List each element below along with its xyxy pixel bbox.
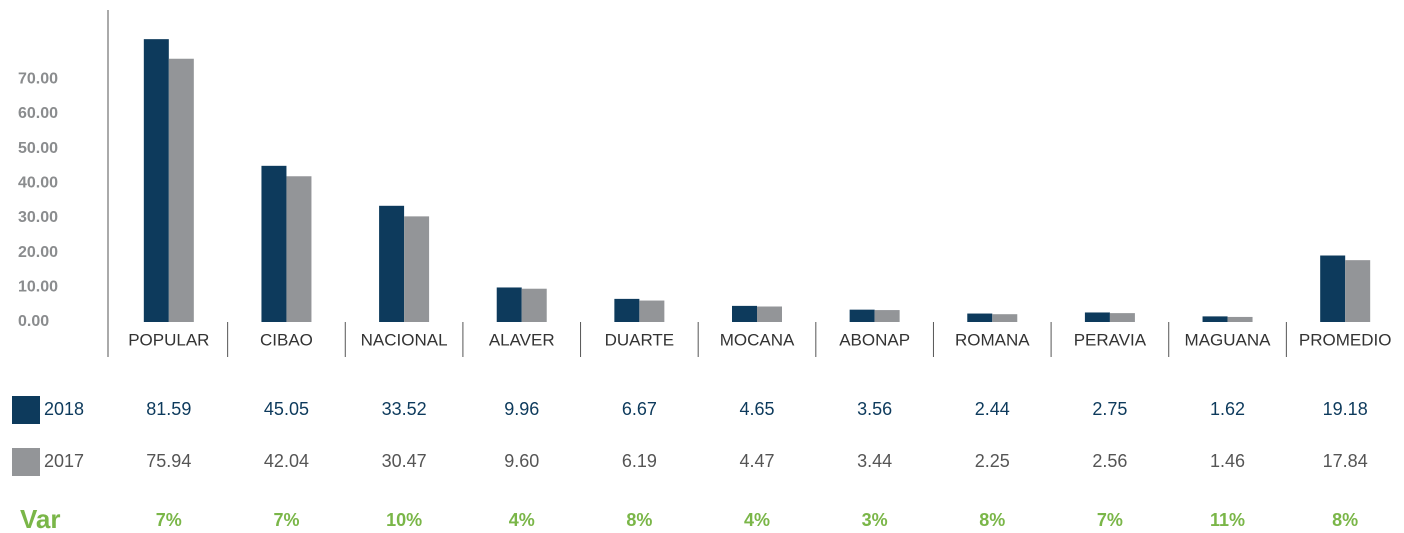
legend-swatch: [12, 396, 40, 424]
table-value: 42.04: [264, 451, 309, 471]
y-tick-label: 60.00: [18, 105, 58, 122]
table-value: 2.75: [1092, 399, 1127, 419]
bar: [404, 216, 430, 322]
x-tick-label: ALAVER: [489, 330, 555, 349]
variation-value: 7%: [156, 510, 182, 530]
x-tick-label: ABONAP: [839, 330, 910, 349]
bar: [496, 287, 522, 322]
bar: [1109, 313, 1135, 322]
table-value: 81.59: [146, 399, 191, 419]
table-value: 1.46: [1210, 451, 1245, 471]
table-value: 45.05: [264, 399, 309, 419]
bar: [143, 39, 169, 323]
legend-swatch: [12, 448, 40, 476]
bar: [639, 300, 665, 322]
bar: [849, 309, 875, 322]
x-tick-label: CIBAO: [260, 330, 313, 349]
table-value: 2.44: [975, 399, 1010, 419]
table-value: 1.62: [1210, 399, 1245, 419]
x-tick-label: DUARTE: [605, 330, 675, 349]
bar: [874, 310, 900, 322]
table-value: 75.94: [146, 451, 191, 471]
y-tick-label: 10.00: [18, 279, 58, 296]
var-label: Var: [20, 504, 61, 533]
bar: [1202, 316, 1228, 322]
variation-value: 10%: [386, 510, 422, 530]
table-value: 9.96: [504, 399, 539, 419]
table-value: 19.18: [1323, 399, 1368, 419]
variation-value: 8%: [1332, 510, 1358, 530]
x-tick-label: POPULAR: [128, 330, 209, 349]
bar: [286, 176, 312, 322]
bar: [1227, 316, 1253, 322]
table-value: 17.84: [1323, 451, 1368, 471]
variation-value: 11%: [1210, 510, 1245, 530]
x-tick-label: PERAVIA: [1074, 330, 1147, 349]
variation-value: 7%: [1097, 510, 1123, 530]
table-value: 4.47: [739, 451, 774, 471]
bar: [261, 165, 287, 322]
bar: [1320, 255, 1346, 322]
variation-value: 8%: [979, 510, 1005, 530]
y-tick-label: 30.00: [18, 209, 58, 226]
y-tick-label: 50.00: [18, 140, 58, 157]
bar: [168, 58, 194, 322]
x-tick-label: MAGUANA: [1185, 330, 1272, 349]
bar: [992, 314, 1018, 322]
bar: [732, 305, 757, 322]
legend-label: 2017: [44, 451, 84, 471]
variation-value: 3%: [862, 510, 888, 530]
x-tick-label: NACIONAL: [361, 330, 448, 349]
table-value: 4.65: [739, 399, 774, 419]
legend-label: 2018: [44, 399, 84, 419]
variation-value: 7%: [273, 510, 299, 530]
variation-value: 4%: [744, 510, 770, 530]
y-tick-label: 20.00: [18, 244, 58, 261]
table-value: 9.60: [504, 451, 539, 471]
bar: [757, 306, 782, 322]
table-value: 2.25: [975, 451, 1010, 471]
x-tick-label: MOCANA: [720, 330, 795, 349]
bar: [614, 298, 640, 322]
bar: [967, 313, 993, 322]
table-value: 6.67: [622, 399, 657, 419]
table-value: 2.56: [1092, 451, 1127, 471]
table-value: 6.19: [622, 451, 657, 471]
variation-value: 8%: [626, 510, 652, 530]
table-value: 33.52: [382, 399, 427, 419]
bar: [379, 205, 405, 322]
table-value: 30.47: [382, 451, 427, 471]
bar: [1084, 312, 1110, 322]
y-tick-label: 0.00: [18, 313, 49, 330]
y-tick-label: 40.00: [18, 175, 58, 192]
table-value: 3.56: [857, 399, 892, 419]
bar: [1345, 260, 1371, 322]
y-tick-label: 70.00: [18, 71, 58, 88]
variation-value: 4%: [509, 510, 535, 530]
bar: [521, 288, 547, 322]
x-tick-label: PROMEDIO: [1299, 330, 1392, 349]
table-value: 3.44: [857, 451, 892, 471]
x-tick-label: ROMANA: [955, 330, 1030, 349]
